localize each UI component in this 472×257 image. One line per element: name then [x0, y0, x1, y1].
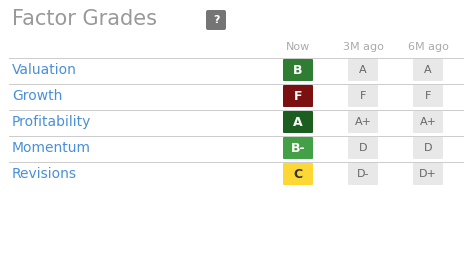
Text: D: D — [359, 143, 367, 153]
Text: Growth: Growth — [12, 89, 62, 103]
FancyBboxPatch shape — [283, 59, 313, 81]
Text: C: C — [294, 168, 303, 180]
FancyBboxPatch shape — [413, 111, 443, 133]
Text: 3M ago: 3M ago — [343, 42, 383, 52]
FancyBboxPatch shape — [348, 163, 378, 185]
FancyBboxPatch shape — [283, 111, 313, 133]
Text: A+: A+ — [420, 117, 437, 127]
Text: Now: Now — [286, 42, 310, 52]
Text: Revisions: Revisions — [12, 167, 77, 181]
FancyBboxPatch shape — [413, 137, 443, 159]
FancyBboxPatch shape — [413, 85, 443, 107]
Text: Momentum: Momentum — [12, 141, 91, 155]
FancyBboxPatch shape — [413, 163, 443, 185]
Text: F: F — [425, 91, 431, 101]
Text: B: B — [293, 63, 303, 77]
Text: F: F — [294, 89, 302, 103]
Text: Factor Grades: Factor Grades — [12, 9, 157, 29]
Text: A+: A+ — [354, 117, 371, 127]
Text: A: A — [293, 115, 303, 128]
Text: A: A — [359, 65, 367, 75]
FancyBboxPatch shape — [348, 59, 378, 81]
Text: A: A — [424, 65, 432, 75]
Text: Valuation: Valuation — [12, 63, 77, 77]
Text: D+: D+ — [419, 169, 437, 179]
FancyBboxPatch shape — [283, 137, 313, 159]
Text: F: F — [360, 91, 366, 101]
FancyBboxPatch shape — [348, 137, 378, 159]
Text: B-: B- — [291, 142, 305, 154]
FancyBboxPatch shape — [283, 163, 313, 185]
Text: D: D — [424, 143, 432, 153]
Text: Profitability: Profitability — [12, 115, 92, 129]
FancyBboxPatch shape — [283, 85, 313, 107]
FancyBboxPatch shape — [206, 10, 226, 30]
FancyBboxPatch shape — [413, 59, 443, 81]
FancyBboxPatch shape — [348, 85, 378, 107]
Text: 6M ago: 6M ago — [407, 42, 448, 52]
Text: ?: ? — [213, 15, 219, 25]
FancyBboxPatch shape — [348, 111, 378, 133]
Text: D-: D- — [357, 169, 369, 179]
